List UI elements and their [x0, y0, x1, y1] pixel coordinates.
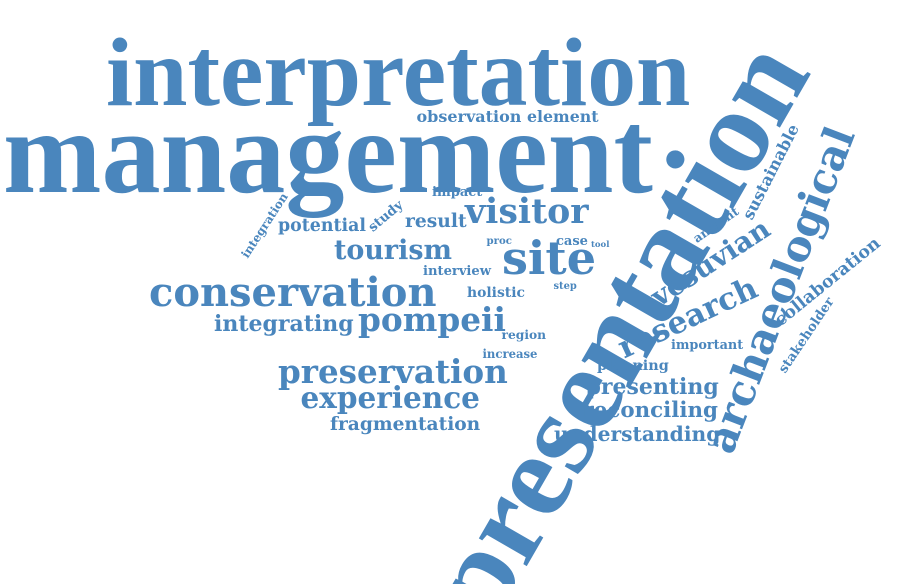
word-preservation: preservation [278, 351, 508, 391]
word-presenting: presenting [585, 374, 719, 400]
word-tourism: tourism [334, 234, 452, 266]
word-interview: interview [423, 263, 492, 279]
word-visitor: visitor [465, 190, 589, 232]
word-pompeii: pompeii [358, 299, 506, 339]
word-planning: planning [597, 357, 669, 374]
word-interpretation: interpretation [106, 19, 691, 127]
word-management: management [3, 87, 653, 218]
word-conservation: conservation [149, 269, 437, 316]
word-integrating: integrating [214, 311, 354, 337]
word-increase: increase [482, 347, 538, 361]
word-reconciling: reconciling [582, 397, 718, 423]
word-element: element [527, 107, 599, 126]
word-understanding: understanding [554, 422, 721, 446]
word-tool: tool [591, 239, 610, 249]
word-experience: experience [300, 380, 480, 415]
word-step: step [553, 281, 577, 292]
word-case: case [556, 233, 588, 249]
word-potential: potential [278, 215, 366, 236]
word-site: site [502, 231, 597, 285]
word-result: result [405, 209, 467, 232]
word-impact: impact [432, 184, 483, 200]
word-important: important [671, 337, 744, 353]
word-proc: proc [486, 235, 512, 247]
word-observation: observation [416, 107, 522, 126]
word-holistic: holistic [467, 285, 525, 301]
word-fragmentation: fragmentation [330, 413, 481, 435]
word-region: region [501, 327, 547, 342]
